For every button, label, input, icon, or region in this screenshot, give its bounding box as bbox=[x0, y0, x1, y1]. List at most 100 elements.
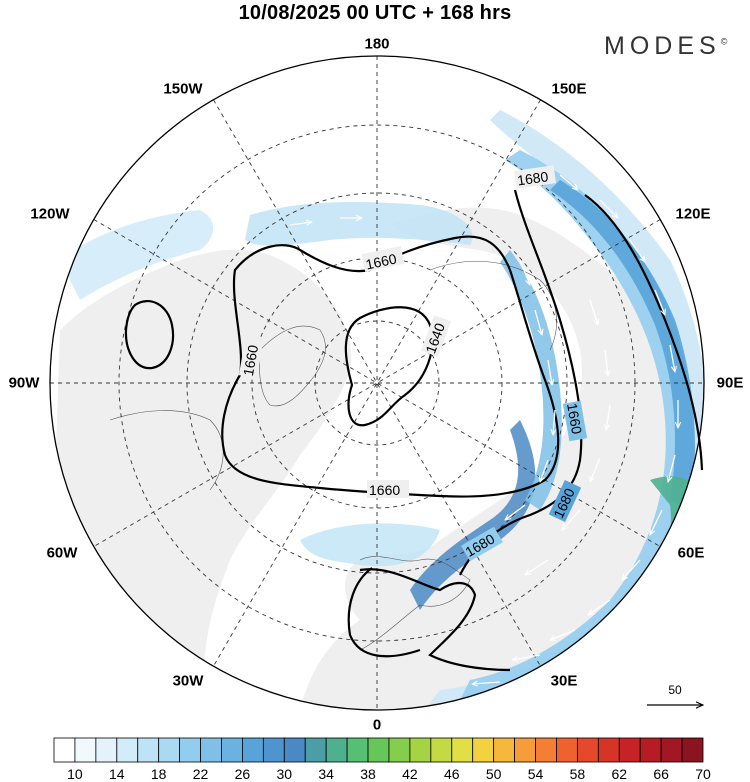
lon-label-30e: 30E bbox=[550, 672, 578, 690]
colorbar-swatch bbox=[451, 737, 474, 763]
wind-vectors bbox=[289, 174, 678, 684]
colorbar-swatch bbox=[367, 737, 390, 763]
contour-label-bg bbox=[562, 400, 588, 442]
colorbar-swatch bbox=[242, 737, 264, 763]
colorbar-tick-label: 26 bbox=[234, 766, 251, 782]
colorbar-swatch bbox=[618, 737, 641, 763]
colorbar-swatch bbox=[325, 737, 348, 763]
jet-band-east-inner bbox=[500, 250, 562, 510]
jet-band-atlantic bbox=[300, 523, 440, 567]
colorbar-swatch bbox=[283, 737, 306, 763]
coastlines bbox=[109, 261, 557, 651]
coast-canada bbox=[109, 410, 224, 491]
colorbar-swatch bbox=[53, 737, 76, 763]
contour-1680-far bbox=[584, 194, 704, 471]
colorbar-swatch bbox=[472, 737, 495, 763]
contour-label-1660-north: 1660 bbox=[364, 250, 398, 272]
lon-label-120e: 120E bbox=[675, 205, 711, 223]
coast-europe bbox=[359, 556, 471, 651]
reference-vector-label: 50 bbox=[668, 683, 682, 697]
jet-band-arc-north bbox=[245, 202, 473, 246]
meridian-30w-150e bbox=[213, 99, 541, 667]
coast-asia bbox=[429, 261, 557, 351]
colorbar-swatch bbox=[179, 737, 201, 763]
colorbar-tick-label: 30 bbox=[276, 766, 293, 782]
lon-label-150e: 150E bbox=[551, 80, 587, 98]
wind-vector bbox=[599, 199, 618, 218]
colorbar-swatch bbox=[535, 737, 557, 763]
contour-label-bg bbox=[421, 315, 451, 357]
wind-vector bbox=[606, 404, 611, 430]
wind-vector bbox=[525, 559, 549, 575]
wind-vector bbox=[519, 259, 530, 285]
wind-vector bbox=[472, 682, 501, 684]
wind-vector bbox=[590, 457, 601, 482]
wind-vector bbox=[547, 359, 552, 385]
wind-vector bbox=[559, 174, 578, 190]
meridian-60w-120e bbox=[93, 219, 661, 547]
wind-vector bbox=[622, 559, 641, 580]
contour-label-bg bbox=[513, 165, 557, 189]
lon-label-150w: 150W bbox=[163, 80, 203, 98]
contour-label-1660-east: 1660 bbox=[564, 402, 585, 436]
colorbar-tick-label: 62 bbox=[611, 766, 628, 782]
contour-label-bg bbox=[548, 479, 582, 523]
logo-text: MODES bbox=[604, 32, 721, 60]
wind-vector bbox=[588, 599, 611, 615]
colorbar-swatch bbox=[304, 737, 327, 763]
lon-label-90e: 90E bbox=[716, 374, 744, 392]
contour-1680-south bbox=[359, 568, 511, 672]
modes-logo: MODES© bbox=[604, 32, 727, 61]
contour-label-bg bbox=[367, 480, 409, 498]
wind-vector bbox=[553, 409, 555, 435]
wind-vector bbox=[550, 629, 576, 640]
contour-labels: 1660 1640 1660 1660 1660 1680 1680 1680 bbox=[238, 165, 588, 562]
colorbar-tick-label: 66 bbox=[653, 766, 669, 782]
contour-label-bg bbox=[361, 246, 405, 272]
colorbar-tick-label: 50 bbox=[485, 766, 502, 782]
colorbar-swatch bbox=[158, 737, 181, 763]
colorbar-tick-label: 34 bbox=[318, 766, 334, 782]
hemisphere-outline bbox=[49, 55, 705, 711]
wind-vector bbox=[534, 309, 542, 335]
meridian-150w-30e bbox=[213, 99, 541, 667]
wind-vector bbox=[654, 289, 665, 315]
lon-label-60w: 60W bbox=[46, 544, 78, 562]
lon-label-0: 0 bbox=[372, 716, 382, 734]
wind-vector bbox=[669, 344, 675, 372]
contour-label-1660-west: 1660 bbox=[240, 343, 261, 377]
colorbar-swatch bbox=[346, 737, 369, 763]
latitude-circle-60 bbox=[186, 192, 568, 574]
colorbar-tick-label: 70 bbox=[695, 766, 711, 782]
wind-vector bbox=[540, 459, 549, 482]
contour-1640 bbox=[344, 306, 434, 427]
jet-core-east bbox=[550, 180, 695, 510]
colorbar-swatch bbox=[493, 737, 515, 763]
wind-vector bbox=[562, 509, 581, 530]
colorbar-swatch bbox=[200, 737, 222, 763]
colorbar-swatch bbox=[262, 737, 285, 763]
colorbar-tick-label: 18 bbox=[150, 766, 167, 782]
colorbar-tick-label: 42 bbox=[402, 766, 418, 782]
lon-label-60e: 60E bbox=[677, 544, 705, 562]
colorbar-swatch bbox=[660, 737, 683, 763]
wind-vector bbox=[512, 654, 541, 660]
colorbar-tick-label: 38 bbox=[360, 766, 376, 782]
colorbar-swatch bbox=[556, 737, 578, 763]
colorbar-tick-label: 54 bbox=[527, 766, 544, 782]
wind-vector bbox=[649, 509, 663, 535]
jet-core-south bbox=[410, 420, 536, 610]
colorbar bbox=[53, 737, 704, 763]
lon-label-30w: 30W bbox=[172, 672, 204, 690]
colorbar-swatch bbox=[514, 737, 536, 763]
wind-vector bbox=[505, 504, 526, 520]
landmass-greenland bbox=[257, 311, 340, 411]
contour-label-1680-north: 1680 bbox=[516, 168, 549, 188]
wind-vector bbox=[289, 222, 312, 225]
colorbar-swatch bbox=[388, 737, 411, 763]
wind-vector bbox=[605, 349, 608, 376]
wind-vector bbox=[629, 239, 645, 262]
map-title: 10/08/2025 00 UTC + 168 hrs bbox=[238, 2, 512, 24]
contour-label-bg bbox=[461, 526, 503, 562]
